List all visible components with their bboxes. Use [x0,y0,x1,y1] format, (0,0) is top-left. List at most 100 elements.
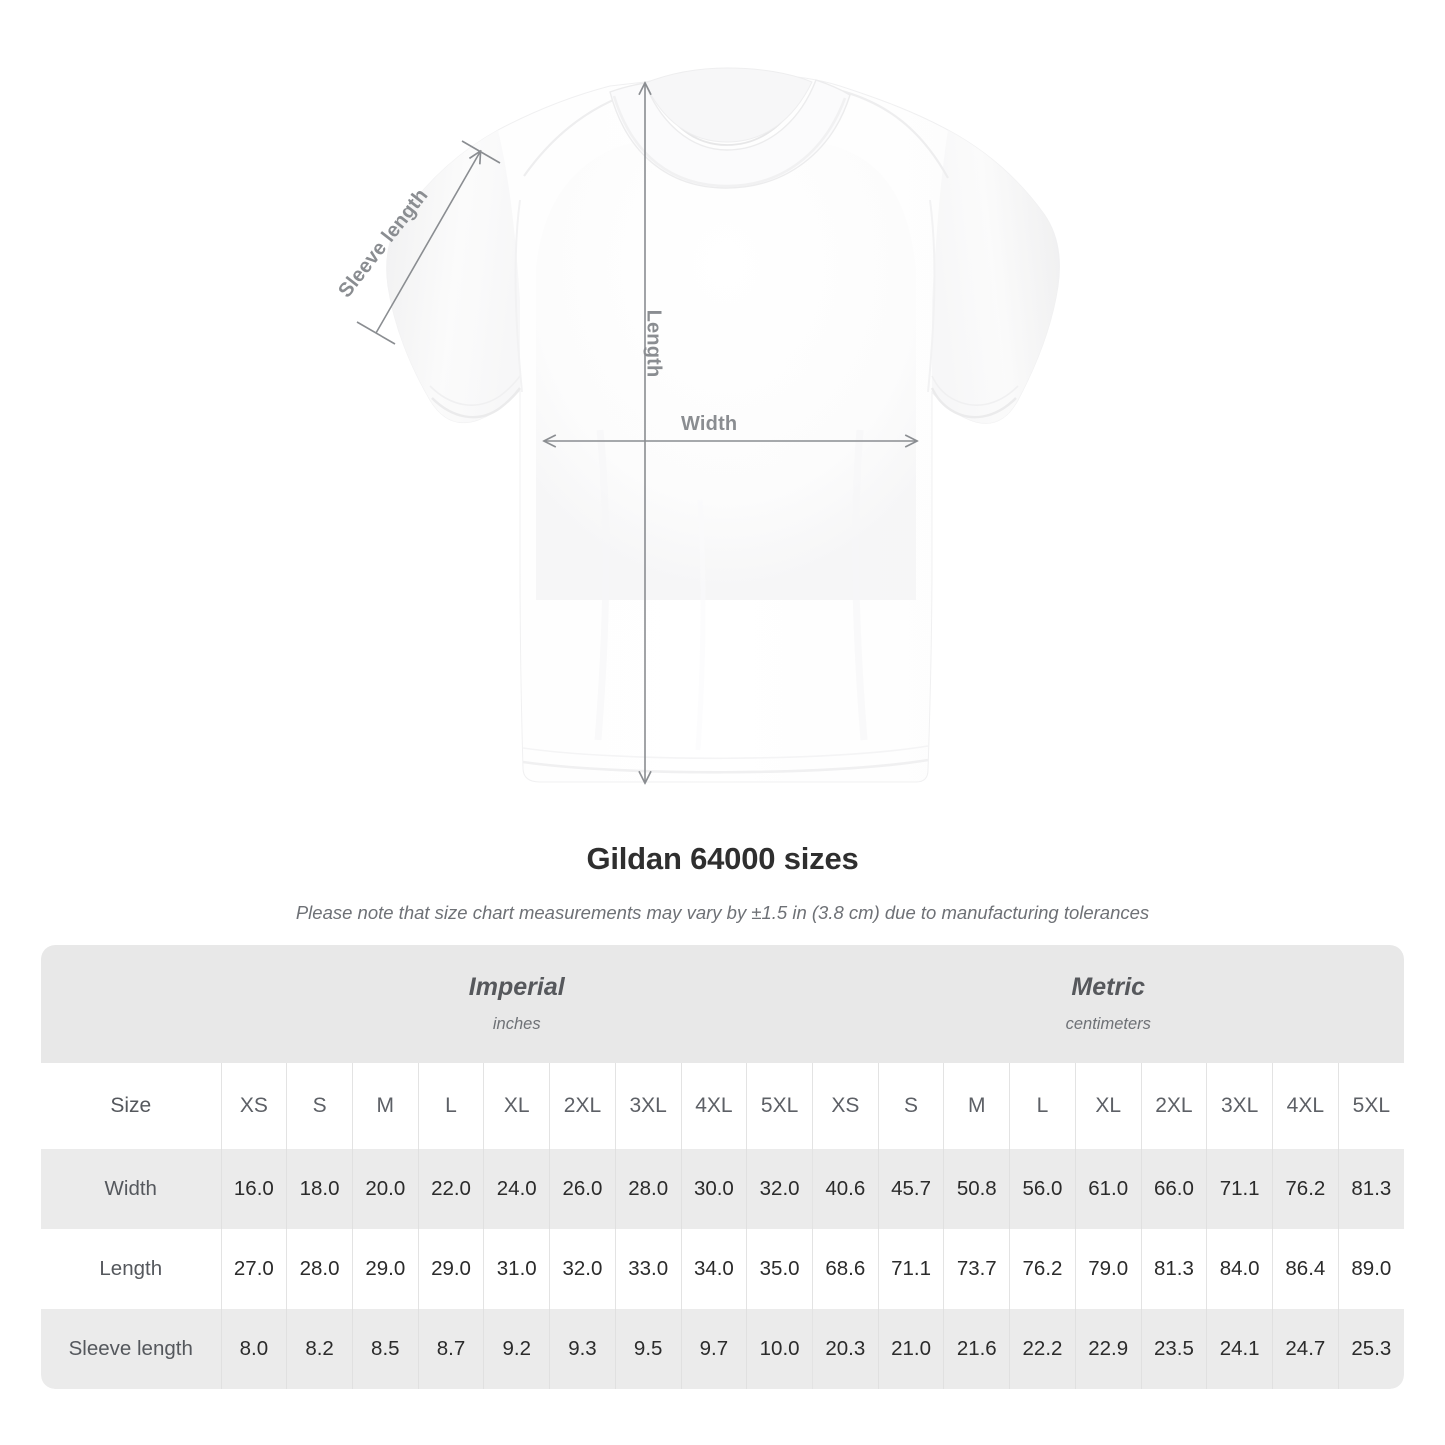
row-label-sleeve-length: Sleeve length [41,1309,221,1389]
cell-length-imperial-5xl: 35.0 [746,1229,813,1309]
shirt-diagram: Sleeve length Length Width [334,67,1060,830]
cell-width-metric-s: 45.7 [877,1149,944,1229]
cell-length-imperial-3xl: 33.0 [614,1229,682,1309]
cell-length-imperial-xl: 31.0 [483,1229,550,1309]
size-col-metric-xl: XL [1074,1063,1142,1149]
cell-width-imperial-3xl: 28.0 [614,1149,682,1229]
title-block: Gildan 64000 sizes Please note that size… [0,840,1445,925]
tolerance-note: Please note that size chart measurements… [295,901,1150,923]
cell-length-metric-5xl: 89.0 [1337,1229,1404,1309]
page-title: Gildan 64000 sizes [586,841,859,876]
cell-sleeve-metric-5xl: 25.3 [1337,1309,1404,1389]
cell-length-metric-3xl: 84.0 [1206,1229,1273,1309]
unit-sub-metric: centimeters [1065,1014,1151,1033]
size-col-metric-3xl: 3XL [1206,1063,1273,1149]
size-col-imperial-l: L [417,1063,484,1149]
table-row: Sleeve length 8.0 8.2 8.5 8.7 9.2 9.3 9.… [41,1309,1404,1389]
width-label: Width [681,413,738,435]
cell-length-metric-s: 71.1 [877,1229,944,1309]
cell-sleeve-metric-m: 21.6 [943,1309,1010,1389]
size-col-imperial-3xl: 3XL [614,1063,682,1149]
cell-length-metric-xs: 68.6 [811,1229,879,1309]
unit-blank-cell [41,945,221,1063]
cell-sleeve-imperial-l: 8.7 [417,1309,484,1389]
cell-width-metric-2xl: 66.0 [1140,1149,1207,1229]
cell-length-imperial-xs: 27.0 [220,1229,287,1309]
cell-width-imperial-m: 20.0 [351,1149,419,1229]
cell-length-imperial-s: 28.0 [286,1229,353,1309]
cell-length-imperial-m: 29.0 [351,1229,419,1309]
cell-sleeve-imperial-4xl: 9.7 [680,1309,747,1389]
cell-sleeve-imperial-3xl: 9.5 [614,1309,682,1389]
cell-width-imperial-s: 18.0 [286,1149,353,1229]
size-col-imperial-4xl: 4XL [680,1063,747,1149]
table-row: Length 27.0 28.0 29.0 29.0 31.0 32.0 33.… [41,1229,1404,1309]
cell-length-imperial-2xl: 32.0 [549,1229,616,1309]
size-col-imperial-5xl: 5XL [746,1063,813,1149]
size-col-imperial-m: M [351,1063,419,1149]
size-col-metric-s: S [877,1063,944,1149]
size-col-imperial-xs: XS [220,1063,287,1149]
cell-width-metric-5xl: 81.3 [1337,1149,1404,1229]
cell-length-metric-4xl: 86.4 [1272,1229,1339,1309]
cell-sleeve-metric-2xl: 23.5 [1140,1309,1207,1389]
size-col-imperial-s: S [286,1063,353,1149]
cell-sleeve-metric-4xl: 24.7 [1272,1309,1339,1389]
cell-width-imperial-4xl: 30.0 [680,1149,747,1229]
sleeve-length-arrow [356,140,501,345]
size-header-row: Size XS S M L XL 2XL 3XL 4XL 5XL XS S M … [41,1063,1404,1149]
cell-width-metric-xs: 40.6 [811,1149,879,1229]
size-chart-table: Imperial inches Metric centimeters Size … [41,945,1404,1389]
cell-width-imperial-xs: 16.0 [220,1149,287,1229]
cell-width-imperial-xl: 24.0 [483,1149,550,1229]
tshirt-illustration [356,67,1060,830]
cell-sleeve-imperial-xl: 9.2 [483,1309,550,1389]
cell-width-imperial-l: 22.0 [417,1149,484,1229]
row-label-width: Width [41,1149,221,1229]
cell-length-imperial-l: 29.0 [417,1229,484,1309]
cell-length-metric-m: 73.7 [943,1229,1010,1309]
cell-length-metric-xl: 79.0 [1074,1229,1142,1309]
cell-width-metric-m: 50.8 [943,1149,1010,1229]
cell-sleeve-metric-s: 21.0 [877,1309,944,1389]
tshirt-shape [386,67,1060,783]
cell-sleeve-metric-xs: 20.3 [811,1309,879,1389]
cell-width-imperial-2xl: 26.0 [549,1149,616,1229]
row-label-length: Length [41,1229,221,1309]
cell-width-metric-l: 56.0 [1009,1149,1076,1229]
length-label: Length [642,309,665,378]
cell-sleeve-metric-l: 22.2 [1009,1309,1076,1389]
cell-sleeve-imperial-2xl: 9.3 [549,1309,616,1389]
unit-name-imperial: Imperial [468,973,565,1002]
cell-sleeve-imperial-xs: 8.0 [220,1309,287,1389]
unit-cell-metric: Metric centimeters [812,945,1404,1063]
cell-sleeve-metric-3xl: 24.1 [1206,1309,1273,1389]
cell-width-imperial-5xl: 32.0 [746,1149,813,1229]
size-col-metric-5xl: 5XL [1337,1063,1404,1149]
size-col-imperial-2xl: 2XL [549,1063,616,1149]
cell-sleeve-imperial-5xl: 10.0 [746,1309,813,1389]
cell-width-metric-xl: 61.0 [1074,1149,1142,1229]
size-col-metric-2xl: 2XL [1140,1063,1207,1149]
size-col-imperial-xl: XL [483,1063,550,1149]
size-col-metric-l: L [1009,1063,1076,1149]
size-chart-container: Imperial inches Metric centimeters Size … [41,945,1404,1389]
cell-sleeve-imperial-m: 8.5 [351,1309,419,1389]
unit-cell-imperial: Imperial inches [221,945,813,1063]
size-col-metric-m: M [943,1063,1010,1149]
size-col-metric-xs: XS [811,1063,879,1149]
unit-header-row: Imperial inches Metric centimeters [41,945,1404,1063]
measurement-lines [356,84,916,782]
cell-sleeve-metric-xl: 22.9 [1074,1309,1142,1389]
size-col-metric-4xl: 4XL [1272,1063,1339,1149]
cell-width-metric-4xl: 76.2 [1272,1149,1339,1229]
cell-length-imperial-4xl: 34.0 [680,1229,747,1309]
table-row: Width 16.0 18.0 20.0 22.0 24.0 26.0 28.0… [41,1149,1404,1229]
cell-length-metric-2xl: 81.3 [1140,1229,1207,1309]
size-header-label: Size [41,1063,221,1149]
cell-length-metric-l: 76.2 [1009,1229,1076,1309]
cell-sleeve-imperial-s: 8.2 [286,1309,353,1389]
unit-name-metric: Metric [1071,973,1146,1002]
unit-sub-imperial: inches [492,1014,541,1033]
cell-width-metric-3xl: 71.1 [1206,1149,1273,1229]
